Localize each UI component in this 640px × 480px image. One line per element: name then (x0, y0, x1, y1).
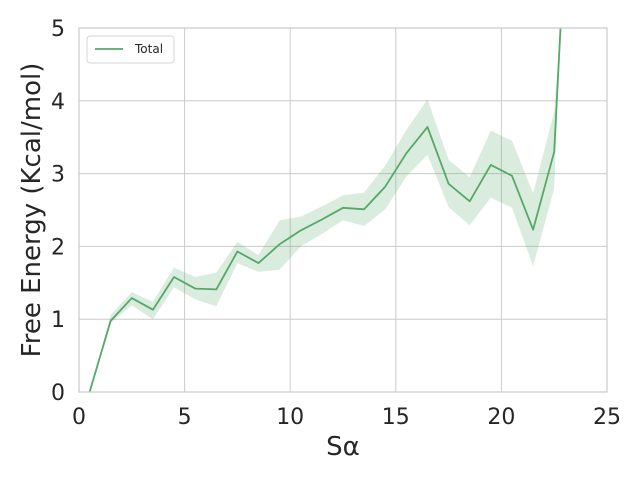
y-tick-label-1: 1 (51, 308, 65, 333)
legend-box (86, 35, 175, 64)
series-line-0 (88, 28, 562, 392)
y-tick-label-4: 4 (51, 90, 65, 115)
legend: Total (86, 35, 175, 64)
confidence-band (89, 28, 561, 392)
x-tick-label-5: 25 (593, 405, 621, 430)
x-tick-label-2: 10 (276, 405, 304, 430)
legend-label-0: Total (134, 42, 163, 56)
plot-frame (78, 27, 608, 393)
y-tick-label-3: 3 (51, 163, 65, 188)
x-tick-label-4: 20 (487, 405, 515, 430)
y-axis-label: Free Energy (Kcal/mol) (17, 63, 47, 358)
series-band-0 (89, 28, 561, 392)
x-axis-label: Sα (326, 432, 360, 462)
x-tick-label-1: 5 (178, 405, 192, 430)
x-tick-label-3: 15 (382, 405, 410, 430)
tick-labels: 0 5 10 15 20 25 0 1 2 3 4 5 (51, 17, 621, 430)
x-tick-label-0: 0 (72, 405, 86, 430)
y-tick-label-5: 5 (51, 17, 65, 42)
y-tick-label-0: 0 (51, 381, 65, 406)
y-tick-label-2: 2 (51, 235, 65, 260)
series-lines (88, 28, 562, 392)
